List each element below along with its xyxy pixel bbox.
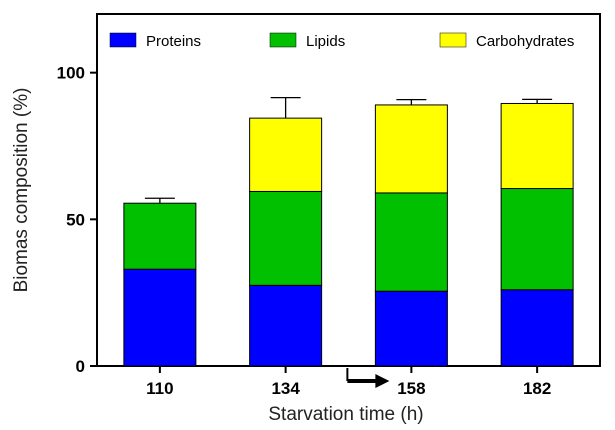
legend-label-proteins: Proteins	[146, 33, 201, 50]
bar-carbohydrates-158	[374, 104, 448, 194]
legend-swatch-carbohydrates	[439, 32, 467, 48]
x-tick-label: 110	[146, 379, 173, 398]
x-tick-label: 134	[271, 379, 300, 398]
plot-frame	[96, 13, 601, 367]
legend-label-carbohydrates: Carbohydrates	[476, 33, 574, 50]
legend-label-lipids: Lipids	[306, 33, 345, 50]
y-axis-title: Biomas composition (%)	[11, 88, 32, 293]
y-tick-label: 100	[57, 64, 85, 83]
bar-proteins-158	[374, 290, 448, 367]
bar-lipids-158	[374, 192, 448, 292]
bar-proteins-134	[249, 284, 323, 367]
bar-lipids-134	[249, 190, 323, 286]
legend-swatch-lipids	[269, 32, 297, 48]
x-axis-title: Starvation time (h)	[268, 404, 423, 425]
bar-proteins-110	[123, 268, 197, 367]
plot-area: 0 50 100 110 134 158 182	[57, 13, 601, 398]
arrow-annotation	[346, 368, 390, 388]
arrow-head-icon	[375, 374, 390, 388]
y-tick-label: 0	[76, 357, 85, 376]
bar-lipids-110	[123, 202, 197, 270]
y-tick-label: 50	[66, 210, 85, 229]
bar-proteins-182	[500, 289, 574, 367]
bar-carbohydrates-182	[500, 102, 574, 190]
x-tick-label: 182	[523, 379, 551, 398]
x-tick-label: 158	[397, 379, 425, 398]
bar-lipids-182	[500, 188, 574, 291]
bar-carbohydrates-134	[249, 117, 323, 192]
legend-swatch-proteins	[109, 32, 137, 48]
legend: Proteins Lipids Carbohydrates	[109, 32, 574, 50]
